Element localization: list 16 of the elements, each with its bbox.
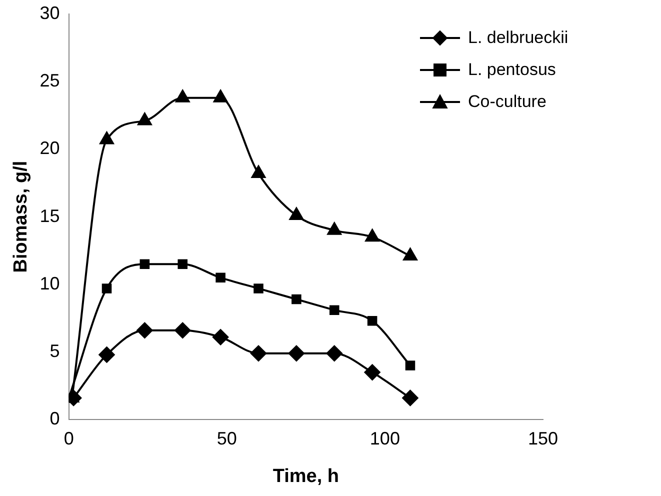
x-tick-label: 50 (216, 428, 237, 448)
y-tick-label: 25 (40, 70, 60, 91)
x-axis-title: Time, h (272, 466, 339, 487)
legend-label: L. delbrueckii (468, 28, 568, 48)
y-tick-label: 10 (40, 273, 60, 294)
y-tick-label: 30 (40, 2, 60, 23)
x-tick-label: 150 (528, 428, 558, 448)
y-tick-label: 15 (40, 206, 60, 226)
y-tick-label: 20 (40, 138, 60, 158)
y-tick-label: 5 (50, 340, 60, 361)
legend-label: Co-culture (468, 92, 546, 112)
x-tick-label: 100 (370, 428, 400, 448)
legend-label: L. pentosus (468, 60, 556, 80)
y-tick-label: 0 (50, 408, 60, 429)
y-axis-title: Biomass, g/l (10, 160, 32, 273)
x-tick-label: 0 (64, 428, 74, 448)
